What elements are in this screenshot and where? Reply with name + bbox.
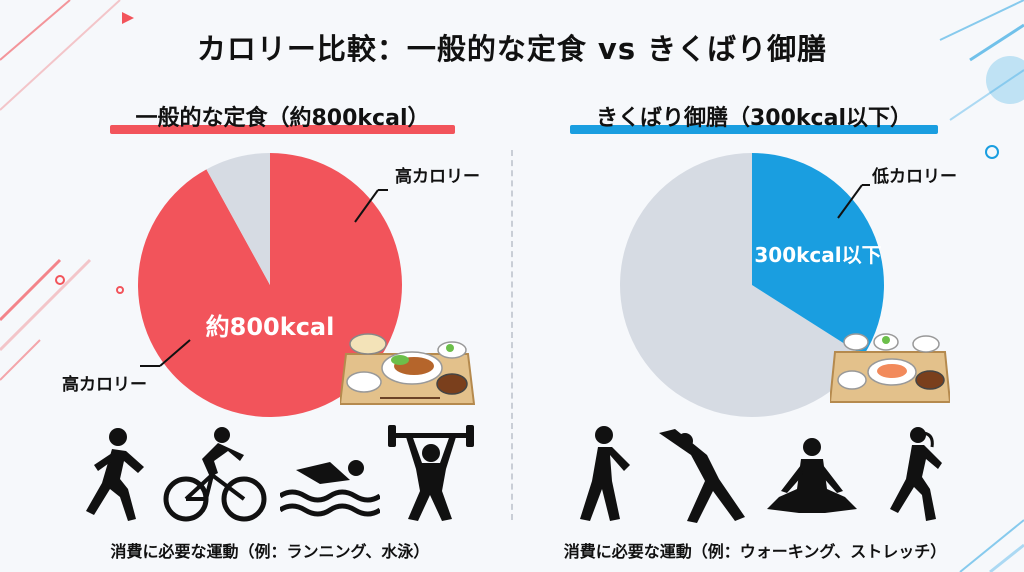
jogging-icon (890, 427, 942, 521)
pie-1-slice-label: 300kcal以下 (754, 243, 881, 267)
left-heading-underline (110, 125, 455, 134)
left-callout-bottom: 高カロリー (62, 374, 147, 395)
walking-icon (580, 426, 630, 521)
meditation-icon (767, 438, 857, 513)
left-panel-heading: 一般的な定食（約800kcal） (110, 100, 455, 134)
right-callout-top: 低カロリー (871, 166, 957, 187)
teishoku-tray-icon (340, 333, 475, 405)
left-heading-text: 一般的な定食（約800kcal） (135, 106, 430, 131)
weightlifting-icon (388, 425, 474, 521)
right-panel-heading: きくばり御膳（300kcal以下） (570, 100, 938, 134)
swimming-icon (280, 460, 380, 517)
pie-0-slice-0 (206, 153, 270, 285)
pie-0-slice-label: 約800kcal (206, 313, 335, 341)
left-callout-top: 高カロリー (395, 166, 480, 187)
panel-divider (511, 150, 513, 520)
page-title: カロリー比較：一般的な定食 vs きくばり御膳 (196, 32, 828, 66)
running-icon (86, 428, 144, 521)
right-exercise-caption: 消費に必要な運動（例：ウォーキング、ストレッチ） (563, 542, 947, 561)
cycling-icon (163, 427, 267, 522)
stretching-icon (659, 429, 745, 523)
right-heading-underline (570, 125, 938, 134)
pie-1-slice-0 (752, 153, 884, 356)
kikubari-tray-icon (830, 333, 950, 403)
left-exercise-caption: 消費に必要な運動（例：ランニング、水泳） (110, 542, 430, 561)
right-heading-text: きくばり御膳（300kcal以下） (596, 106, 912, 131)
pie-1-slice-1 (620, 153, 864, 418)
